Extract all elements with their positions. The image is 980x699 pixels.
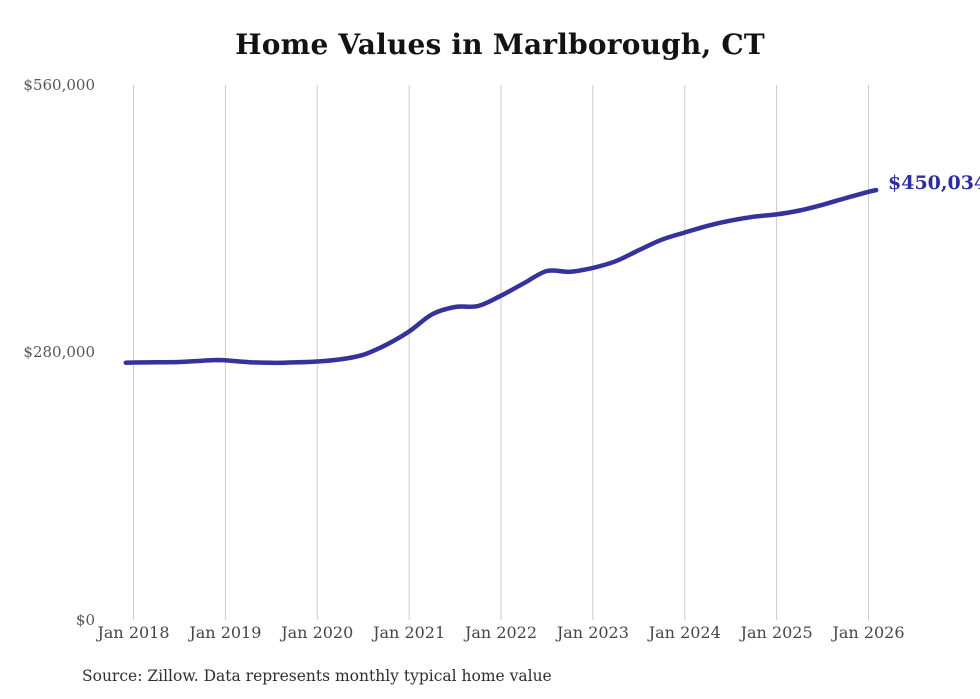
latest-value-label: $450,034 bbox=[888, 172, 980, 194]
x-tick-label: Jan 2024 bbox=[648, 623, 721, 642]
source-note: Source: Zillow. Data represents monthly … bbox=[82, 667, 552, 685]
x-tick-label: Jan 2022 bbox=[464, 623, 538, 642]
x-tick-label: Jan 2026 bbox=[832, 623, 905, 642]
y-tick-label-560000: $560,000 bbox=[23, 76, 95, 94]
y-tick-label-0: $0 bbox=[75, 611, 95, 629]
x-tick-label: Jan 2020 bbox=[281, 623, 354, 642]
x-tick-label: Jan 2019 bbox=[189, 623, 262, 642]
home-value-line bbox=[123, 187, 879, 366]
x-tick-label: Jan 2025 bbox=[740, 623, 813, 642]
x-tick-label: Jan 2023 bbox=[556, 623, 629, 642]
x-tick-label: Jan 2018 bbox=[97, 623, 170, 642]
chart-title: Home Values in Marlborough, CT bbox=[235, 28, 765, 61]
y-tick-label-280000: $280,000 bbox=[23, 343, 95, 361]
x-tick-label: Jan 2021 bbox=[373, 623, 446, 642]
